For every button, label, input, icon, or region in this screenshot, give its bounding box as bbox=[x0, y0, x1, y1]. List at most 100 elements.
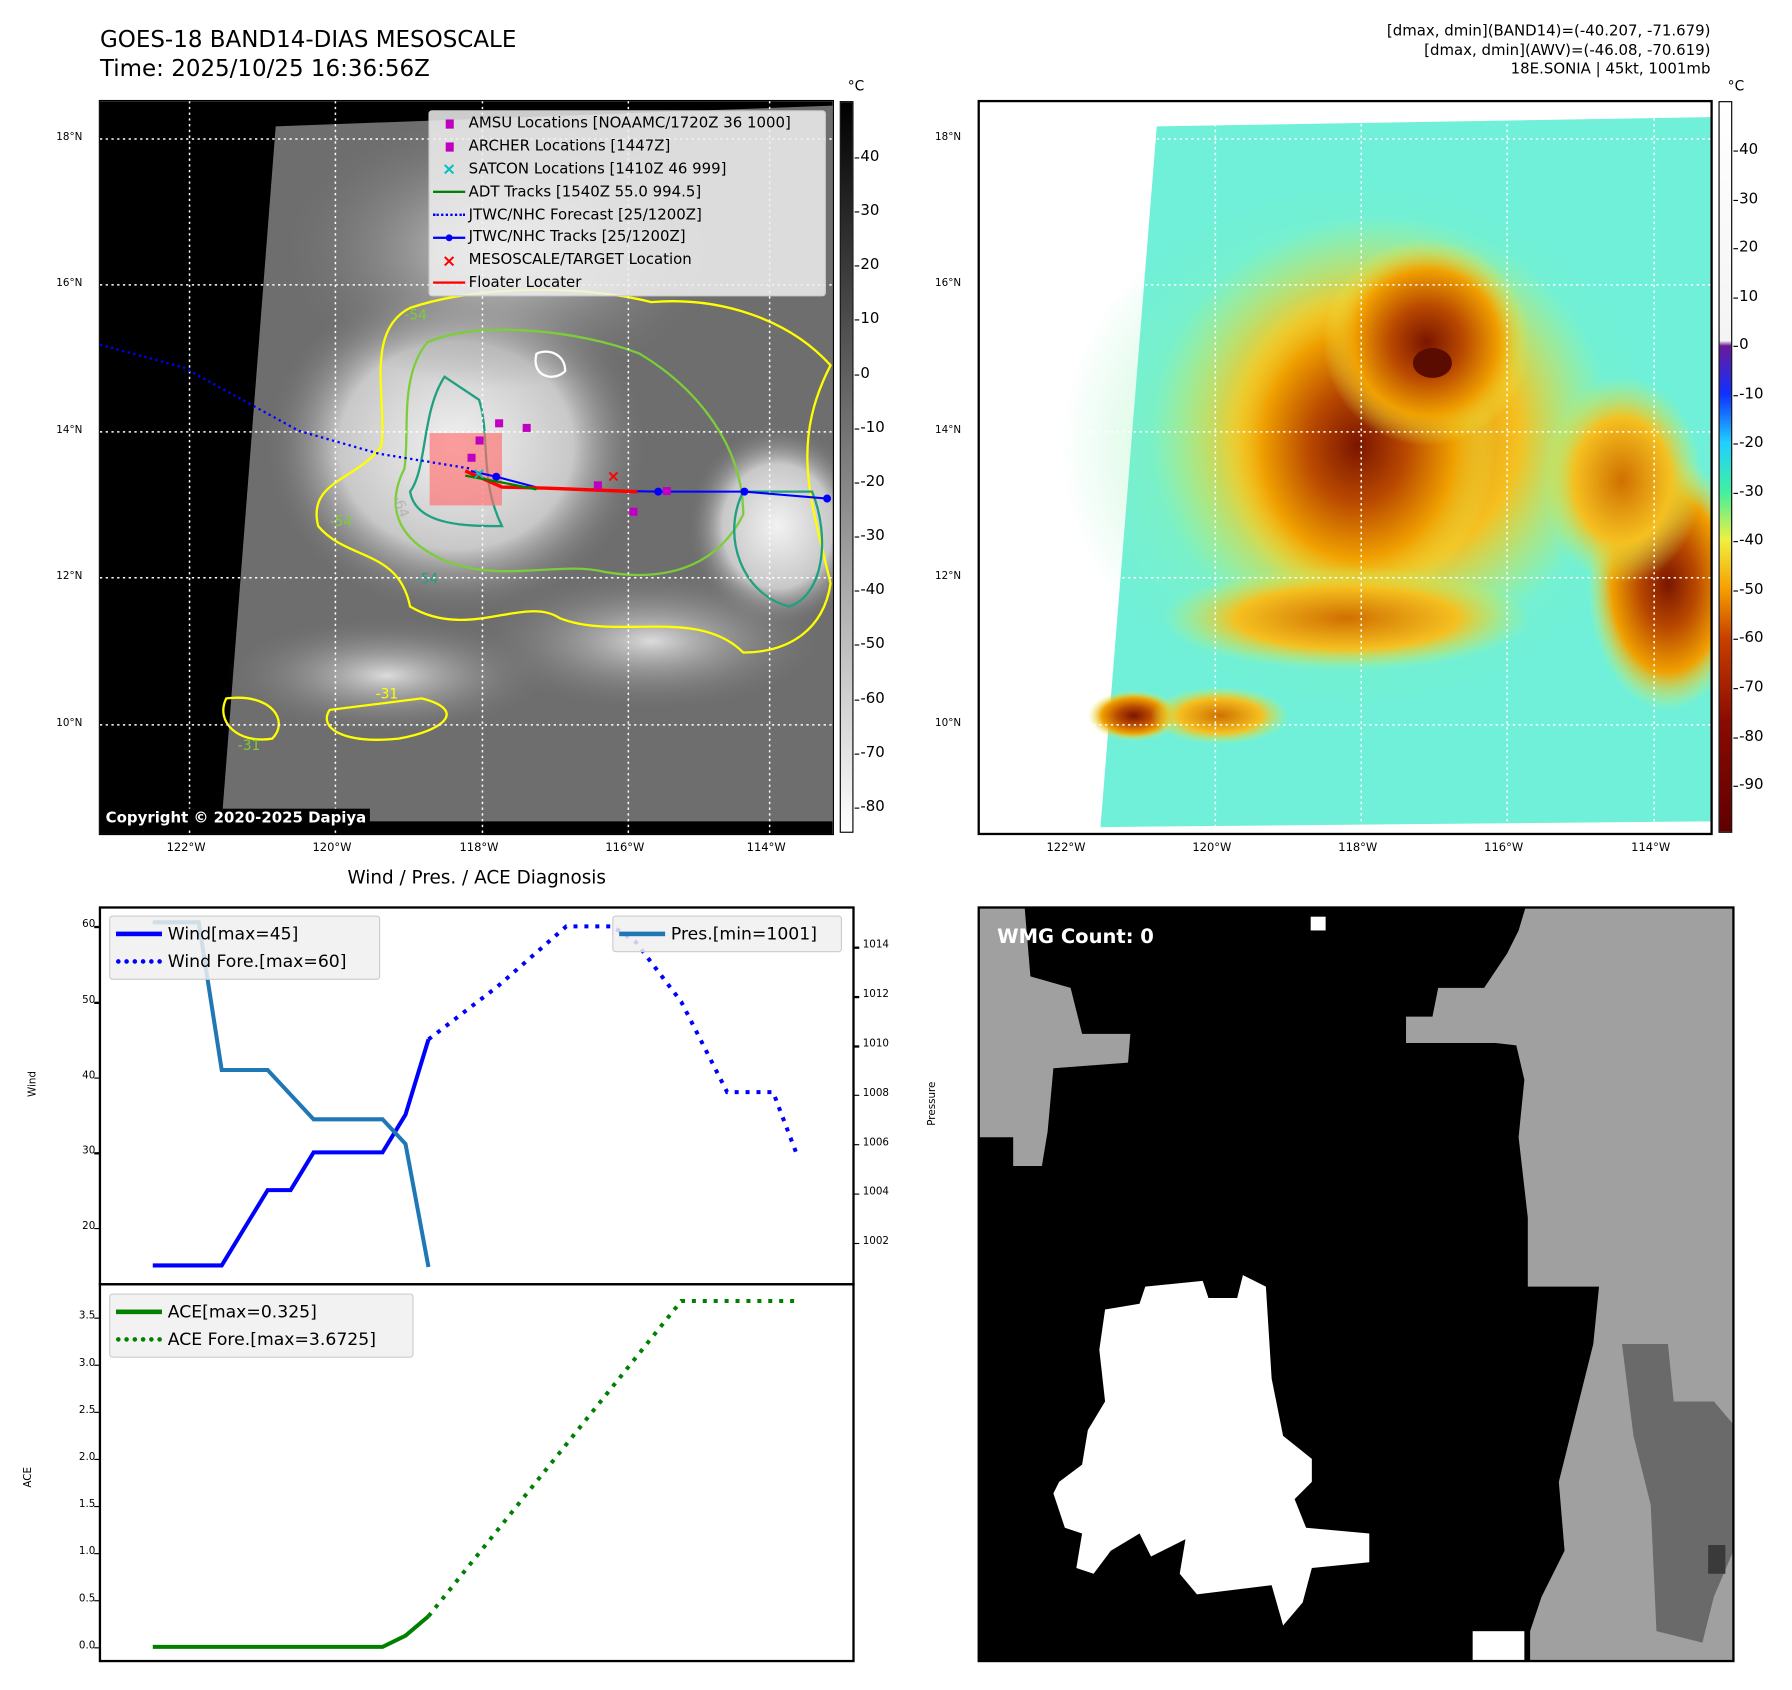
y-tick-label: 2.0 bbox=[78, 1451, 96, 1464]
colorbar-tick bbox=[854, 482, 860, 484]
colorbar-right-unit: °C bbox=[1727, 78, 1745, 95]
dotted-symbol-icon bbox=[430, 207, 469, 223]
colorbar-tick-label: 10 bbox=[860, 310, 880, 328]
y-tick bbox=[94, 1077, 100, 1079]
y-tick-label: 3.0 bbox=[78, 1357, 96, 1369]
lon-tick-label: 122°W bbox=[1046, 842, 1086, 855]
colorbar-tick bbox=[1733, 443, 1739, 445]
lat-tick-label: 10°N bbox=[56, 717, 83, 730]
diagnosis-title: Wind / Pres. / ACE Diagnosis bbox=[347, 866, 606, 888]
map-legend: AMSU Locations [NOAAMC/1720Z 36 1000] ARC… bbox=[428, 110, 826, 297]
legend-item: JTWC/NHC Forecast [25/1200Z] bbox=[430, 204, 825, 227]
legend-label: Wind[max=45] bbox=[167, 923, 299, 945]
colorbar-tick-label: -40 bbox=[860, 581, 885, 599]
wmg-gray-topleft bbox=[978, 907, 1131, 1166]
svg-text:-54: -54 bbox=[404, 307, 426, 323]
temperature-contours bbox=[222, 288, 832, 741]
colorbar-tick-label: -30 bbox=[1739, 483, 1764, 501]
colorbar-tick-label: -60 bbox=[1739, 630, 1764, 648]
colorbar-tick-label: 10 bbox=[1739, 287, 1759, 306]
ace-legend: ACE[max=0.325] ACE Fore.[max=3.6725] bbox=[109, 1293, 414, 1358]
colorbar-tick bbox=[854, 807, 860, 809]
storm-summary: 18E.SONIA | 45kt, 1001mb bbox=[1510, 60, 1711, 79]
left-map-frame bbox=[98, 99, 834, 836]
lon-tick-label: 116°W bbox=[1484, 842, 1524, 855]
mesoscale-target-box bbox=[429, 433, 502, 506]
colorbar-tick-label: 0 bbox=[860, 364, 870, 383]
y-tick bbox=[853, 996, 860, 998]
y-tick-label: 60 bbox=[82, 919, 96, 931]
y-tick-label: 1.5 bbox=[78, 1498, 96, 1511]
y-tick bbox=[853, 1045, 860, 1048]
wmg-white-region bbox=[1053, 1275, 1370, 1626]
y-tick bbox=[94, 1458, 100, 1461]
colorbar-tick-label: -80 bbox=[860, 798, 885, 816]
lat-tick-label: 16°N bbox=[56, 277, 83, 290]
legend-label: ACE[max=0.325] bbox=[167, 1301, 317, 1323]
y-tick-label: 2.5 bbox=[78, 1404, 96, 1417]
y-tick bbox=[94, 1227, 100, 1230]
forecast-track bbox=[99, 343, 472, 470]
y-tick bbox=[94, 1505, 100, 1508]
wmg-dark-region bbox=[1621, 1344, 1734, 1643]
legend-label: Floater Locater bbox=[468, 274, 582, 292]
satcon-marker: × bbox=[472, 464, 485, 483]
colorbar-tick-label: -70 bbox=[860, 744, 885, 762]
y-tick bbox=[94, 1317, 100, 1319]
y-tick bbox=[853, 1094, 860, 1097]
svg-text:-54: -54 bbox=[416, 572, 438, 588]
contour-labels: -64 -54 -54 -31 -31 -54 bbox=[238, 307, 439, 754]
wmg-count: WMG Count: 0 bbox=[997, 925, 1154, 948]
colorbar-tick bbox=[854, 644, 860, 647]
lat-tick-label: 10°N bbox=[935, 717, 962, 730]
colorbar-tick-label: -50 bbox=[860, 635, 885, 653]
legend-item: JTWC/NHC Tracks [25/1200Z] bbox=[430, 226, 825, 249]
ace-fore--line bbox=[426, 1299, 797, 1618]
pressure-legend: Pres.[min=1001] bbox=[612, 915, 843, 953]
mesoscale-target-marker: × bbox=[607, 466, 620, 485]
colorbar-left bbox=[839, 101, 854, 833]
colorbar-tick bbox=[1733, 345, 1739, 348]
y-tick-label: 1008 bbox=[862, 1087, 890, 1100]
title-line-1: GOES-18 BAND14-DIAS MESOSCALE bbox=[99, 25, 517, 53]
y-tick-label: 1004 bbox=[862, 1186, 890, 1198]
copyright: Copyright © 2020-2025 Dapiya bbox=[102, 808, 370, 829]
x-symbol-icon: × bbox=[441, 250, 457, 271]
legend-label: ARCHER Locations [1447Z] bbox=[468, 138, 671, 156]
legend-label: MESOSCALE/TARGET Location bbox=[468, 251, 692, 269]
colorbar-tick-label: -10 bbox=[860, 419, 885, 437]
colorbar-right bbox=[1718, 101, 1733, 833]
legend-label: ACE Fore.[max=3.6725] bbox=[167, 1329, 376, 1350]
colorbar-tick bbox=[1733, 785, 1739, 788]
colorbar-tick-label: -20 bbox=[860, 473, 885, 491]
y-tick-label: 1014 bbox=[862, 939, 890, 952]
y-tick-label: 1006 bbox=[862, 1136, 890, 1149]
colorbar-tick bbox=[854, 536, 860, 538]
colorbar-tick bbox=[854, 590, 860, 592]
wind-legend: Wind[max=45] Wind Fore.[max=60] bbox=[109, 915, 381, 980]
lat-tick-label: 14°N bbox=[56, 425, 83, 437]
colorbar-tick bbox=[854, 265, 860, 267]
ir-map-right bbox=[978, 101, 1712, 834]
colorbar-tick bbox=[1733, 150, 1739, 152]
title-line-2: Time: 2025/10/25 16:36:56Z bbox=[99, 53, 430, 82]
svg-text:-54: -54 bbox=[330, 514, 352, 530]
square-symbol-icon bbox=[430, 139, 469, 155]
lat-tick-label: 14°N bbox=[935, 425, 962, 437]
storm-info: [dmax, dmin](BAND14)=(-40.207, -71.679) … bbox=[1387, 23, 1711, 80]
y-tick-label: 1012 bbox=[862, 989, 890, 1001]
y-tick bbox=[94, 1001, 100, 1004]
legend-item: ACE Fore.[max=3.6725] bbox=[110, 1326, 412, 1354]
dotted-symbol-icon bbox=[110, 1331, 167, 1347]
y-tick bbox=[853, 1143, 860, 1146]
right-map-frame bbox=[977, 99, 1713, 836]
legend-item: ARCHER Locations [1447Z] bbox=[430, 135, 825, 158]
colorbar-tick-label: -50 bbox=[1739, 581, 1764, 599]
lon-tick-label: 114°W bbox=[1631, 842, 1671, 855]
legend-item: ADT Tracks [1540Z 55.0 994.5] bbox=[430, 181, 825, 204]
legend-label: JTWC/NHC Forecast [25/1200Z] bbox=[468, 206, 702, 224]
adt-track bbox=[465, 474, 537, 491]
colorbar-tick bbox=[1733, 541, 1739, 543]
colorbar-tick bbox=[1733, 297, 1739, 299]
